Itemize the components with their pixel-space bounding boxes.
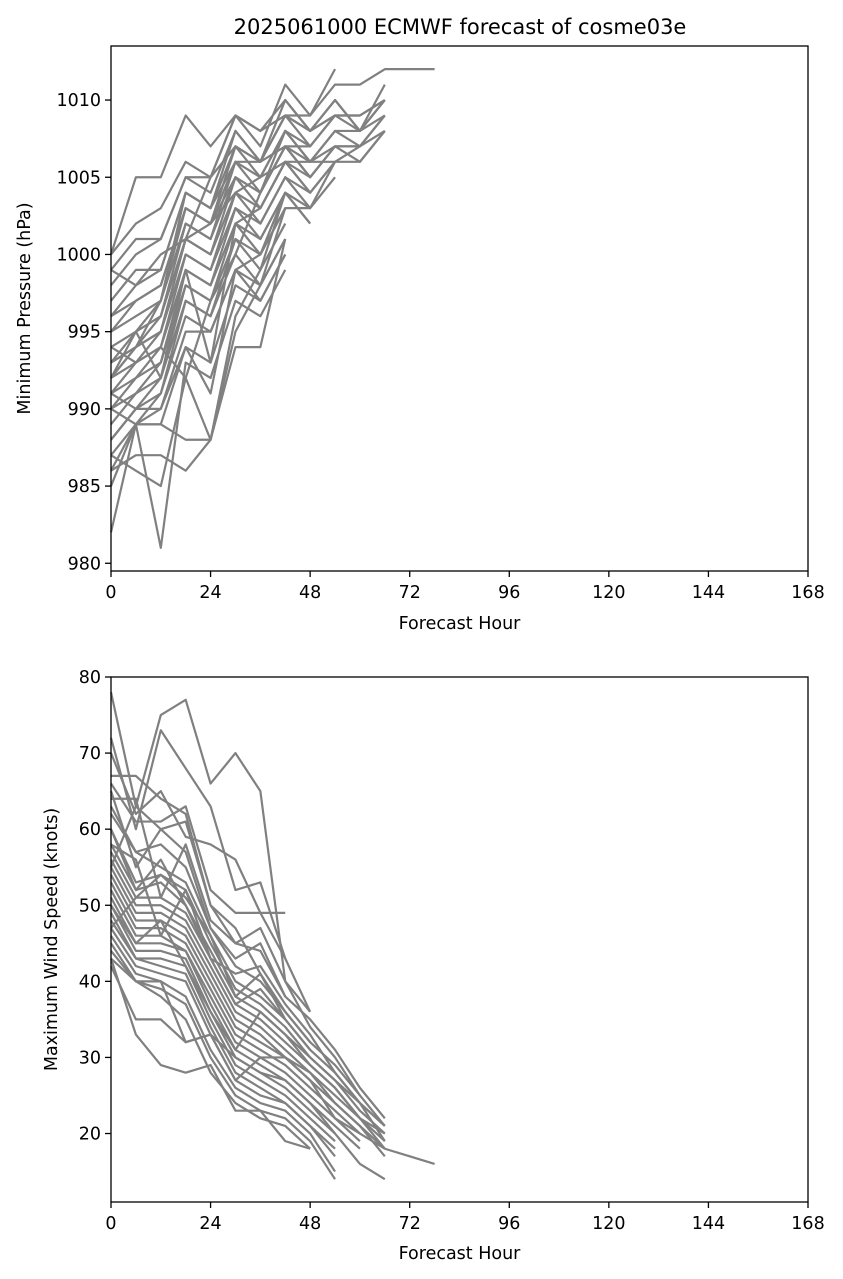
wind-series-line — [110, 957, 386, 1150]
chart-title: 2025061000 ECMWF forecast of cosme03e — [234, 15, 687, 39]
pressure-series-line — [110, 176, 336, 395]
pressure-series-line — [110, 207, 311, 441]
pressure-series-line — [110, 68, 435, 256]
wind-series-line — [110, 782, 312, 1013]
pressure-series-line — [110, 114, 386, 318]
wind-series-line — [110, 935, 336, 1173]
wind-x-tick-label: 48 — [299, 1214, 321, 1234]
wind-x-tick-label: 72 — [399, 1214, 421, 1234]
pressure-x-ticks: 0 24 48 72 96 120 144 168 — [105, 571, 825, 603]
pressure-series-line — [110, 191, 311, 410]
pressure-y-axis-label: Minimum Pressure (hPa) — [15, 202, 35, 414]
wind-series-line — [110, 805, 311, 1043]
pressure-x-tick-label: 48 — [299, 583, 321, 603]
pressure-x-tick-label: 168 — [791, 583, 824, 603]
pressure-series-line — [110, 145, 311, 380]
wind-panel: 0 24 48 72 96 120 144 168 20 30 40 50 60 70 80 Foreca… — [42, 668, 825, 1264]
wind-plot-frame — [110, 676, 809, 1203]
pressure-series-line — [110, 253, 287, 472]
pressure-y-tick-label: 990 — [68, 400, 101, 420]
wind-x-tick-label: 96 — [498, 1214, 520, 1234]
pressure-series-line — [110, 160, 311, 380]
wind-series-line — [110, 859, 386, 1150]
wind-series-line — [110, 950, 311, 1150]
pressure-x-tick-label: 72 — [399, 583, 421, 603]
pressure-x-axis-label: Forecast Hour — [399, 614, 522, 634]
wind-x-axis-label: Forecast Hour — [399, 1244, 522, 1264]
pressure-series-line — [110, 84, 386, 302]
wind-series-line — [109, 790, 287, 998]
pressure-series-line — [110, 114, 336, 379]
pressure-series-line — [110, 145, 361, 364]
wind-series-line — [110, 912, 336, 1142]
wind-series-line — [111, 797, 361, 1097]
pressure-plot-frame — [110, 45, 809, 572]
wind-x-ticks: 0 24 48 72 96 120 144 168 — [105, 1202, 825, 1234]
pressure-series-line — [110, 114, 386, 349]
wind-y-tick-label: 40 — [79, 972, 101, 992]
pressure-y-tick-label: 995 — [68, 323, 101, 343]
pressure-series-line — [110, 238, 287, 488]
pressure-y-tick-label: 1005 — [56, 168, 101, 188]
pressure-series-line — [110, 99, 386, 333]
pressure-series-line — [110, 68, 337, 287]
wind-series-line — [109, 958, 311, 1150]
wind-x-tick-label: 168 — [791, 1214, 824, 1234]
wind-y-tick-label: 20 — [79, 1125, 101, 1145]
wind-series-group — [109, 691, 435, 1181]
wind-series-line — [110, 889, 361, 1142]
pressure-x-tick-label: 24 — [199, 583, 221, 603]
wind-x-tick-label: 144 — [692, 1214, 725, 1234]
pressure-y-tick-label: 985 — [68, 477, 101, 497]
wind-x-tick-label: 120 — [592, 1214, 625, 1234]
pressure-series-line — [110, 238, 287, 456]
wind-series-line — [110, 904, 336, 1135]
pressure-series-line — [110, 161, 336, 379]
pressure-series-line — [110, 207, 287, 426]
pressure-series-group — [109, 68, 435, 549]
wind-series-line — [110, 942, 336, 1180]
wind-y-axis-label: Maximum Wind Speed (knots) — [42, 808, 62, 1071]
wind-y-tick-label: 80 — [79, 668, 101, 688]
pressure-y-tick-label: 980 — [68, 554, 101, 574]
pressure-x-tick-label: 144 — [692, 583, 725, 603]
pressure-panel: 2025061000 ECMWF forecast of cosme03e 0 2… — [15, 15, 825, 634]
wind-y-tick-label: 50 — [79, 896, 101, 916]
wind-y-ticks: 20 30 40 50 60 70 80 — [79, 668, 111, 1145]
wind-y-tick-label: 30 — [79, 1048, 101, 1068]
pressure-y-ticks: 980 985 990 995 1000 1005 1010 — [56, 91, 111, 574]
wind-series-line — [110, 843, 386, 1127]
pressure-x-tick-label: 120 — [592, 583, 625, 603]
wind-series-line — [109, 805, 386, 1119]
wind-y-tick-label: 70 — [79, 744, 101, 764]
wind-series-line — [110, 965, 386, 1181]
pressure-x-tick-label: 96 — [498, 583, 520, 603]
pressure-series-line — [110, 192, 287, 410]
wind-y-tick-label: 60 — [79, 820, 101, 840]
pressure-series-line — [110, 238, 287, 441]
pressure-series-line — [110, 130, 386, 364]
pressure-y-tick-label: 1000 — [56, 245, 101, 265]
wind-x-tick-label: 0 — [105, 1214, 116, 1234]
wind-series-line — [109, 691, 311, 1013]
pressure-y-tick-label: 1010 — [56, 91, 101, 111]
pressure-x-tick-label: 0 — [105, 583, 116, 603]
wind-x-tick-label: 24 — [199, 1214, 221, 1234]
